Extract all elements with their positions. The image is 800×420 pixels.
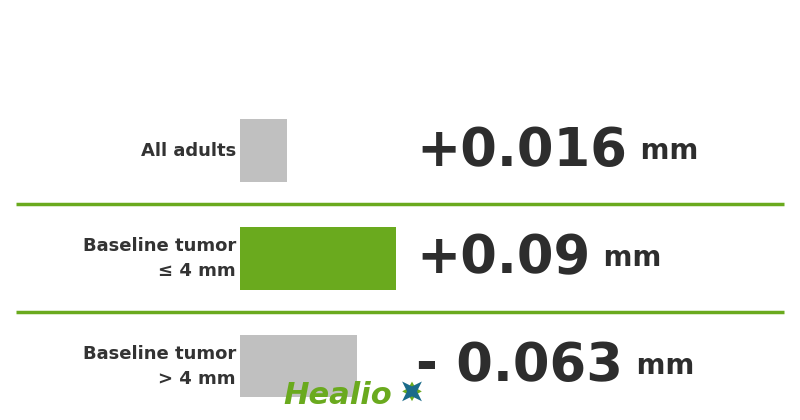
Bar	[240, 119, 287, 182]
Text: mm: mm	[631, 136, 698, 165]
Text: +0.09: +0.09	[416, 232, 590, 284]
Text: Baseline tumor
≤ 4 mm: Baseline tumor ≤ 4 mm	[82, 237, 236, 280]
Polygon shape	[402, 381, 422, 401]
Bar	[240, 335, 357, 397]
Text: mm: mm	[594, 244, 662, 272]
Text: Baseline tumor
> 4 mm: Baseline tumor > 4 mm	[82, 344, 236, 388]
Text: All adults: All adults	[141, 142, 236, 160]
Bar	[240, 227, 396, 289]
Text: - 0.063: - 0.063	[416, 340, 623, 392]
Polygon shape	[402, 382, 422, 401]
Text: +0.016: +0.016	[416, 124, 627, 176]
Text: mm: mm	[627, 352, 694, 380]
Text: Annual change in pituitary microadenoma size: Annual change in pituitary microadenoma …	[126, 14, 674, 34]
Text: Healio: Healio	[283, 381, 392, 410]
